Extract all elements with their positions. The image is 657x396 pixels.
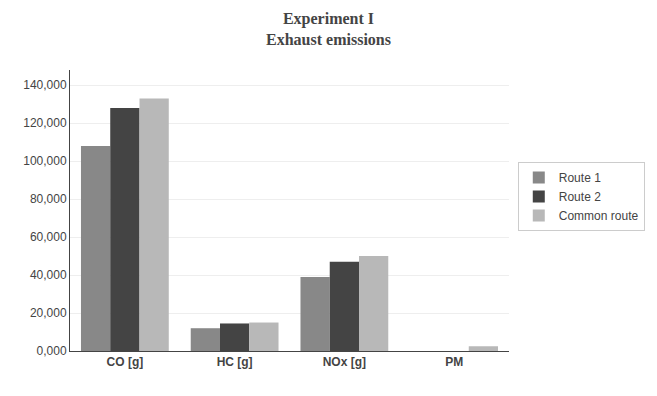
svg-text:0,000: 0,000: [37, 344, 67, 358]
svg-text:HC [g]: HC [g]: [217, 355, 253, 369]
svg-text:Route 1: Route 1: [559, 171, 601, 185]
svg-text:20,000: 20,000: [30, 306, 67, 320]
svg-text:Route 2: Route 2: [559, 190, 601, 204]
svg-text:PM: PM: [445, 355, 463, 369]
svg-text:100,000: 100,000: [23, 154, 67, 168]
svg-text:CO [g]: CO [g]: [107, 355, 144, 369]
svg-text:80,000: 80,000: [30, 192, 67, 206]
svg-text:40,000: 40,000: [30, 268, 67, 282]
svg-text:Experiment IExhaust emissions: Experiment IExhaust emissions: [266, 10, 391, 48]
svg-text:Common route: Common route: [559, 209, 639, 223]
svg-text:140,000: 140,000: [23, 78, 67, 92]
svg-text:120,000: 120,000: [23, 116, 67, 130]
svg-text:NOx [g]: NOx [g]: [323, 355, 366, 369]
svg-text:60,000: 60,000: [30, 230, 67, 244]
